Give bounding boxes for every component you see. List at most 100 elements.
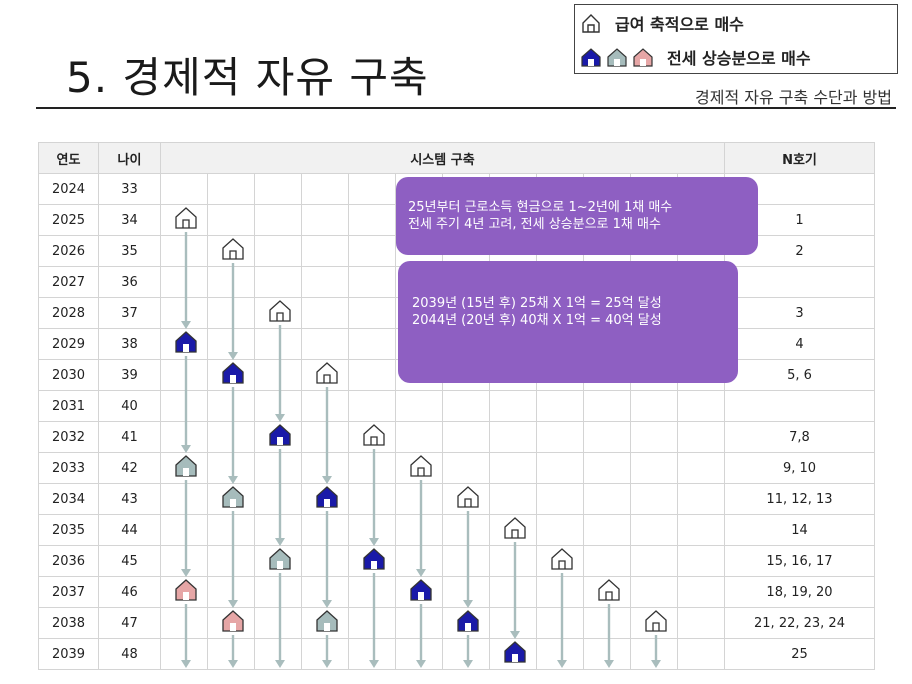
- age-cell: 45: [98, 545, 161, 577]
- down-arrow: [181, 232, 191, 329]
- system-cell: [677, 638, 725, 670]
- year-cell: 2027: [38, 266, 99, 298]
- down-arrow: [416, 480, 426, 577]
- down-arrow: [275, 325, 285, 422]
- year-cell: 2036: [38, 545, 99, 577]
- system-cell: [207, 266, 255, 298]
- system-cell: [207, 204, 255, 236]
- outline-house-icon: [363, 424, 385, 446]
- down-arrow: [275, 449, 285, 546]
- down-arrow: [463, 511, 473, 608]
- system-cell: [160, 607, 208, 639]
- year-cell: 2039: [38, 638, 99, 670]
- page-subtitle: 경제적 자유 구축 수단과 방법: [695, 88, 892, 107]
- gray-house-icon: [175, 455, 197, 477]
- down-arrow: [181, 356, 191, 453]
- legend-row-jeonse: 전세 상승분으로 매수: [581, 45, 811, 69]
- down-arrow: [651, 635, 661, 668]
- outline-house-icon: [410, 455, 432, 477]
- down-arrow: [463, 635, 473, 668]
- system-cell: [536, 390, 584, 422]
- n-cell: 9, 10: [724, 452, 875, 484]
- system-cell: [160, 266, 208, 298]
- n-cell: 4: [724, 328, 875, 360]
- down-arrow: [322, 387, 332, 484]
- down-arrow: [322, 511, 332, 608]
- navy-house-icon: [457, 610, 479, 632]
- down-arrow: [416, 604, 426, 668]
- title-underline: [36, 107, 896, 109]
- system-cell: [677, 421, 725, 453]
- age-cell: 46: [98, 576, 161, 608]
- system-cell: [207, 421, 255, 453]
- system-cell: [395, 421, 443, 453]
- system-cell: [301, 545, 349, 577]
- down-arrow: [322, 635, 332, 668]
- down-arrow: [228, 263, 238, 360]
- table-row: 2033 42 9, 10: [38, 452, 875, 484]
- system-cell: [630, 545, 678, 577]
- navy-house-icon: [222, 362, 244, 384]
- system-cell: [630, 483, 678, 515]
- system-cell: [348, 483, 396, 515]
- table-row: 2036 45 15, 16, 17: [38, 545, 875, 577]
- age-cell: 43: [98, 483, 161, 515]
- system-cell: [536, 514, 584, 546]
- header-year: 연도: [38, 142, 99, 174]
- age-cell: 38: [98, 328, 161, 360]
- down-arrow: [369, 449, 379, 546]
- outline-house-icon: [582, 14, 600, 33]
- age-cell: 39: [98, 359, 161, 391]
- system-cell: [160, 514, 208, 546]
- system-cell: [348, 328, 396, 360]
- note-box-goal: 2039년 (15년 후) 25채 X 1억 = 25억 달성 2044년 (2…: [398, 261, 738, 383]
- year-cell: 2037: [38, 576, 99, 608]
- outline-house-icon: [598, 579, 620, 601]
- system-cell: [536, 421, 584, 453]
- outline-house-icon: [269, 300, 291, 322]
- system-cell: [254, 266, 302, 298]
- navy-house-icon: [175, 331, 197, 353]
- outline-house-icon: [316, 362, 338, 384]
- navy-house-icon: [316, 486, 338, 508]
- down-arrow: [181, 480, 191, 577]
- outline-house-icon: [551, 548, 573, 570]
- legend-box: 급여 축적으로 매수 전세 상승분으로 매수: [574, 4, 898, 74]
- outline-house-icon: [645, 610, 667, 632]
- table-row: 2034 43 11, 12, 13: [38, 483, 875, 515]
- note-line: 2044년 (20년 후) 40채 X 1억 = 40억 달성: [412, 313, 662, 328]
- n-cell: 14: [724, 514, 875, 546]
- system-cell: [583, 545, 631, 577]
- legend-label-jeonse: 전세 상승분으로 매수: [667, 49, 811, 68]
- year-cell: 2024: [38, 173, 99, 205]
- system-cell: [536, 452, 584, 484]
- outline-house-icon: [504, 517, 526, 539]
- year-cell: 2034: [38, 483, 99, 515]
- system-cell: [583, 390, 631, 422]
- system-cell: [301, 235, 349, 267]
- system-cell: [536, 576, 584, 608]
- gray-house-icon: [316, 610, 338, 632]
- system-cell: [677, 545, 725, 577]
- system-cell: [207, 173, 255, 205]
- down-arrow: [510, 542, 520, 639]
- note-box-purchase-plan: 25년부터 근로소득 현금으로 1~2년에 1채 매수 전세 주기 4년 고려,…: [396, 177, 758, 255]
- navy-house-icon: [581, 48, 601, 67]
- pink-house-icon: [222, 610, 244, 632]
- year-cell: 2029: [38, 328, 99, 360]
- system-cell: [301, 204, 349, 236]
- table-row: 2037 46 18, 19, 20: [38, 576, 875, 608]
- down-arrow: [604, 604, 614, 668]
- down-arrow: [369, 573, 379, 668]
- system-cell: [207, 390, 255, 422]
- page-title: 5. 경제적 자유 구축: [66, 53, 429, 102]
- system-cell: [254, 204, 302, 236]
- table-row: 2031 40: [38, 390, 875, 422]
- year-cell: 2035: [38, 514, 99, 546]
- system-cell: [301, 173, 349, 205]
- system-cell: [160, 359, 208, 391]
- system-cell: [207, 514, 255, 546]
- age-cell: 48: [98, 638, 161, 670]
- system-cell: [160, 545, 208, 577]
- age-cell: 35: [98, 235, 161, 267]
